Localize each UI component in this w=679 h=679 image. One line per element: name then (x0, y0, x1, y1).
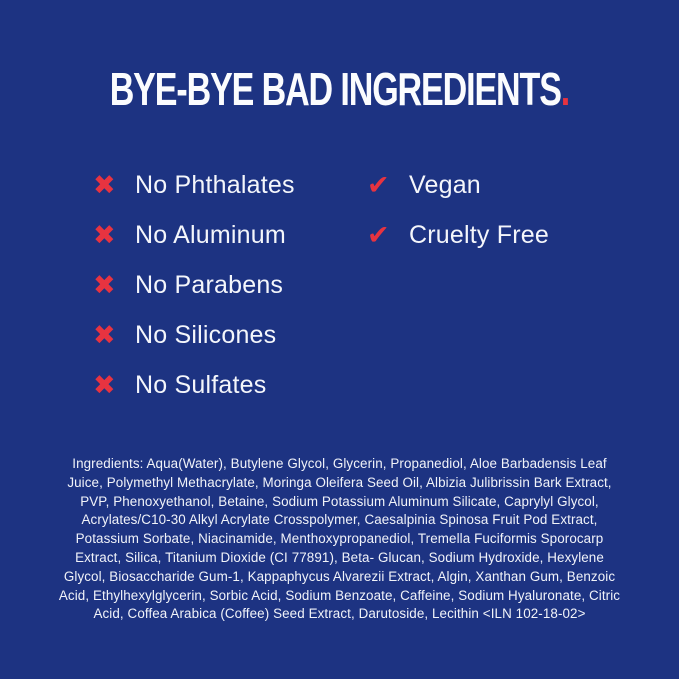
cross-icon: ✖ (93, 269, 116, 301)
claim-label: No Aluminum (135, 220, 286, 249)
list-item: ✔ Vegan (367, 160, 639, 210)
cross-icon: ✖ (93, 370, 116, 402)
checkmark-icon: ✔ (367, 219, 390, 251)
cross-icon: ✖ (93, 320, 116, 352)
list-item: ✖ No Aluminum (93, 210, 367, 260)
list-item: ✖ No Phthalates (93, 160, 367, 210)
claim-label: Vegan (409, 170, 481, 199)
cross-icon: ✖ (93, 169, 116, 201)
list-item: ✖ No Sulfates (93, 361, 367, 411)
claim-label: No Silicones (135, 321, 277, 350)
headline: BYE-BYE BAD INGREDIENTS. (0, 62, 679, 116)
claim-label: No Phthalates (135, 170, 295, 199)
claim-label: No Sulfates (135, 371, 267, 400)
ingredients-paragraph: Ingredients: Aqua(Water), Butylene Glyco… (58, 456, 621, 622)
list-item: ✖ No Silicones (93, 311, 367, 361)
headline-text-wrap: BYE-BYE BAD INGREDIENTS. (109, 62, 571, 116)
checkmark-icon: ✔ (367, 169, 390, 201)
claims-section: ✖ No Phthalates ✖ No Aluminum ✖ No Parab… (93, 160, 639, 411)
benefits-list: ✔ Vegan ✔ Cruelty Free (367, 160, 639, 411)
claim-label: No Parabens (135, 270, 284, 299)
cross-icon: ✖ (93, 219, 116, 251)
claim-label: Cruelty Free (409, 220, 549, 249)
list-item: ✖ No Parabens (93, 260, 367, 310)
list-item: ✔ Cruelty Free (367, 210, 639, 260)
headline-period: . (560, 63, 570, 115)
headline-text: BYE-BYE BAD INGREDIENTS (109, 63, 562, 115)
excluded-ingredients-list: ✖ No Phthalates ✖ No Aluminum ✖ No Parab… (93, 160, 367, 411)
